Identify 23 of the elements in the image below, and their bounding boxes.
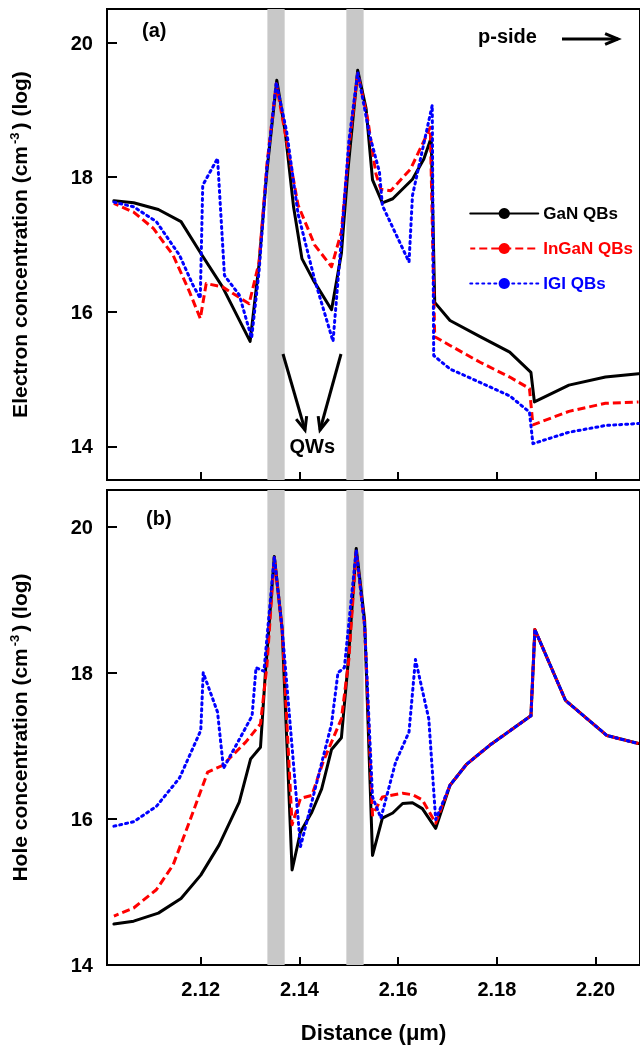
x-tick-label: 2.18 [477,978,517,1000]
x-axis-title: Distance (μm) [300,1019,447,1045]
legend-label: IGI QBs [543,274,606,293]
y-tick-label: 14 [70,954,94,976]
annotation: (b) [146,507,172,529]
x-tick-label: 2.20 [576,978,616,1000]
legend-label: InGaN QBs [543,239,634,258]
y-tick-label: 16 [70,807,93,830]
y-tick-label: 16 [70,300,93,323]
y-tick-label: 14 [70,435,94,458]
y-axis-title: Hole concentration (cm-3) (log) [7,573,31,882]
x-tick-label: 2.16 [378,978,418,1000]
x-tick-label: 2.12 [181,978,221,1000]
annotation: QWs [289,434,336,457]
y-tick-label: 18 [70,166,93,189]
legend-label: GaN QBs [543,204,618,223]
y-tick-label: 18 [70,661,93,684]
annotation: (a) [142,19,167,41]
y-tick-label: 20 [70,31,93,54]
y-axis-title: Electron concentration (cm-3) (log) [7,71,31,418]
annotation: p-side [478,25,537,47]
x-tick-label: 2.14 [280,978,320,1000]
y-tick-label: 20 [70,515,93,538]
